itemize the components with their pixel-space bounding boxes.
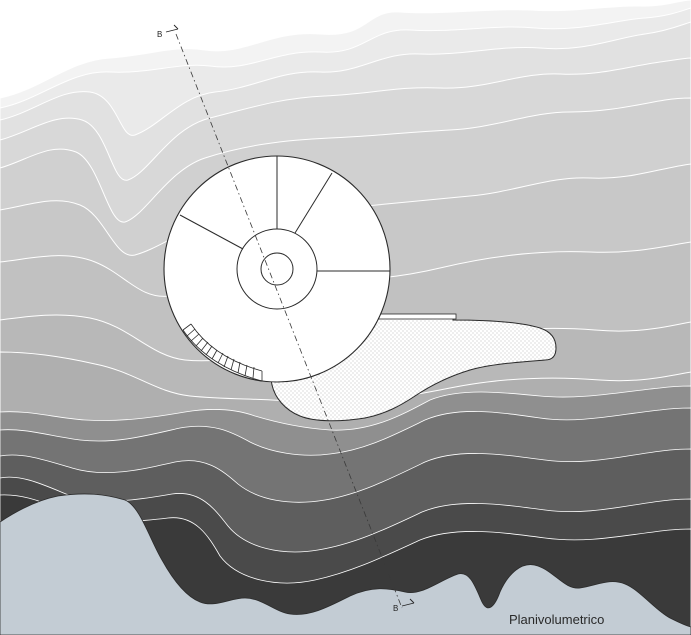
section-cut-line [175, 33, 403, 609]
section-label-bottom: B [393, 604, 399, 613]
terrace-edge [371, 313, 457, 320]
radial-partition [179, 214, 244, 250]
radial-partition [294, 172, 333, 234]
section-arrow-top [165, 24, 179, 33]
section-arrow-bottom [401, 598, 415, 607]
sea-water [0, 493, 691, 635]
stair-hatch [182, 323, 263, 382]
section-label-top: B [157, 30, 163, 39]
central-core [260, 252, 294, 286]
drawing-title: Planivolumetrico [509, 612, 605, 627]
